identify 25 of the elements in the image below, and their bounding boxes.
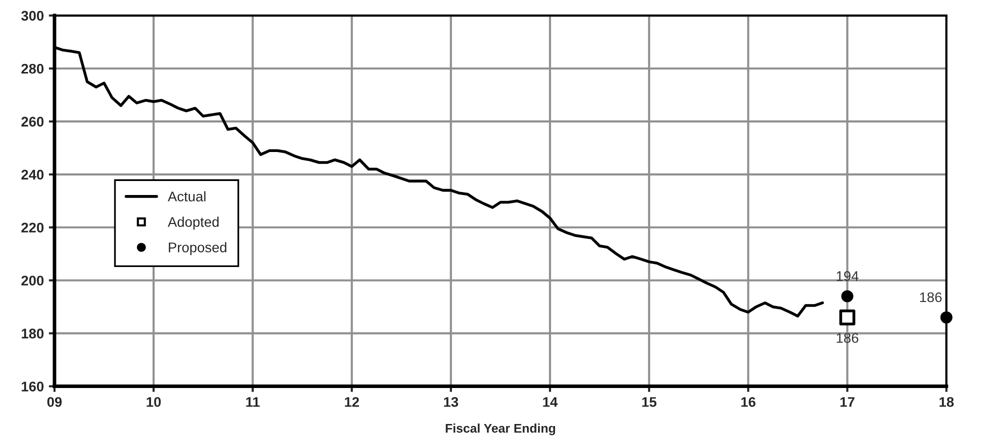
x-tick-label: 10 xyxy=(146,397,161,407)
x-tick-label: 12 xyxy=(344,397,359,407)
data-label: 186 xyxy=(836,333,858,343)
x-tick-label: 13 xyxy=(444,397,458,407)
y-tick-label: 220 xyxy=(21,222,44,233)
y-tick-label: 280 xyxy=(21,64,44,74)
y-tick-label: 300 xyxy=(21,10,44,21)
x-tick-label: 14 xyxy=(543,397,558,407)
x-tick-label: 17 xyxy=(840,397,854,407)
x-tick-label: 09 xyxy=(47,397,62,407)
x-tick-label: 15 xyxy=(642,397,656,407)
y-tick-label: 240 xyxy=(21,170,44,180)
data-label: 194 xyxy=(836,271,858,281)
legend-label: Actual xyxy=(168,191,206,202)
x-axis-title: Fiscal Year Ending xyxy=(446,424,556,436)
y-tick-label: 260 xyxy=(21,116,44,127)
x-tick-label: 11 xyxy=(246,397,260,407)
y-tick-label: 160 xyxy=(22,382,44,392)
legend-label: Proposed xyxy=(168,242,226,256)
legend-label: Adopted xyxy=(168,216,219,230)
data-label: 186 xyxy=(920,292,942,302)
x-tick-label: 16 xyxy=(741,397,756,407)
y-tick-label: 180 xyxy=(22,328,44,338)
x-tick-label: 18 xyxy=(940,397,954,407)
y-tick-label: 200 xyxy=(21,276,44,286)
